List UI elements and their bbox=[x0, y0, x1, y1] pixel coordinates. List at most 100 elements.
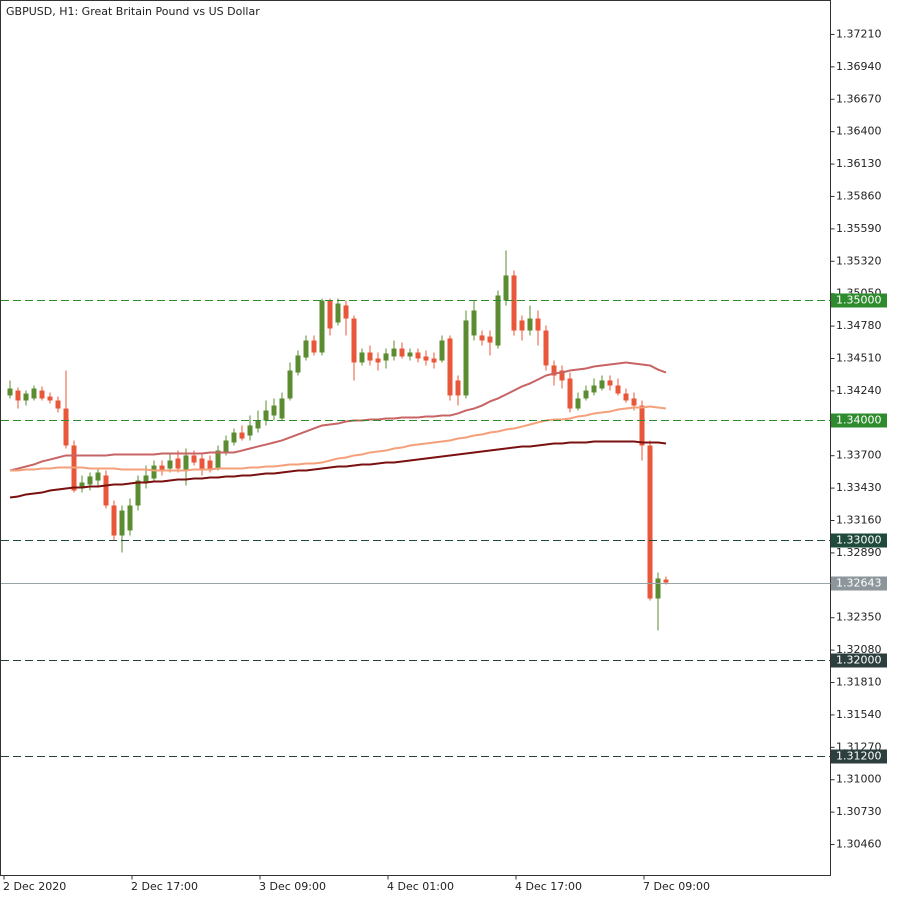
level-label: 1.33000 bbox=[836, 534, 882, 547]
candle-body bbox=[167, 460, 173, 469]
level-box bbox=[831, 533, 887, 548]
candle-body bbox=[527, 318, 533, 331]
candle-body bbox=[375, 358, 381, 363]
chart-title: GBPUSD, H1: Great Britain Pound vs US Do… bbox=[6, 5, 260, 18]
candle-body bbox=[87, 476, 93, 485]
y-tick-label: 1.34510 bbox=[836, 351, 882, 364]
y-tick-label: 1.31540 bbox=[836, 708, 882, 721]
y-tick-label: 1.32080 bbox=[836, 643, 882, 656]
y-tick-label: 1.32890 bbox=[836, 546, 882, 559]
moving-average bbox=[9, 440, 667, 499]
candle-body bbox=[495, 295, 501, 346]
y-tick-label: 1.35590 bbox=[836, 222, 882, 235]
candle-body bbox=[199, 458, 205, 471]
candle-body bbox=[423, 356, 429, 361]
candle-body bbox=[111, 505, 117, 536]
candle-body bbox=[455, 380, 461, 396]
candle-body bbox=[623, 393, 629, 401]
x-tick-label: 7 Dec 09:00 bbox=[643, 880, 710, 893]
candle-body bbox=[255, 420, 261, 429]
candle-body bbox=[287, 370, 293, 399]
level-label: 1.31200 bbox=[836, 750, 882, 763]
candle-body bbox=[119, 510, 125, 536]
candle-body bbox=[207, 460, 213, 471]
candle-body bbox=[95, 472, 101, 481]
candle-body bbox=[439, 340, 445, 361]
x-tick-label: 3 Dec 09:00 bbox=[259, 880, 326, 893]
candle-body bbox=[399, 348, 405, 357]
candle-body bbox=[63, 408, 69, 446]
candle-body bbox=[503, 275, 509, 301]
candle-body bbox=[543, 330, 549, 366]
y-tick-label: 1.37210 bbox=[836, 27, 882, 40]
candle-body bbox=[639, 405, 645, 446]
candle-body bbox=[151, 465, 157, 479]
y-tick-label: 1.30730 bbox=[836, 805, 882, 818]
candle-body bbox=[23, 393, 29, 401]
candle-body bbox=[55, 400, 61, 409]
candle-body bbox=[559, 370, 565, 381]
candle-body bbox=[279, 398, 285, 419]
candle-body bbox=[335, 303, 341, 323]
y-tick-label: 1.31810 bbox=[836, 676, 882, 689]
candle-body bbox=[223, 440, 229, 453]
level-label: 1.35000 bbox=[836, 294, 882, 307]
candle-body bbox=[295, 355, 301, 373]
candle-body bbox=[367, 352, 373, 361]
candle-body bbox=[239, 432, 245, 439]
candle-body bbox=[431, 358, 437, 363]
y-tick-label: 1.36940 bbox=[836, 60, 882, 73]
candle-body bbox=[271, 405, 277, 416]
candle-body bbox=[447, 338, 453, 396]
y-tick-label: 1.35860 bbox=[836, 189, 882, 202]
candle-body bbox=[647, 445, 653, 599]
candle-body bbox=[39, 390, 45, 399]
candle-body bbox=[79, 482, 85, 489]
level-box bbox=[831, 749, 887, 764]
candle-body bbox=[551, 365, 557, 376]
candle-body bbox=[351, 318, 357, 363]
y-tick-label: 1.33160 bbox=[836, 514, 882, 527]
candle-body bbox=[263, 410, 269, 421]
candle-body bbox=[359, 352, 365, 363]
moving-average bbox=[10, 405, 667, 472]
candle-body bbox=[159, 465, 165, 471]
y-tick-label: 1.35320 bbox=[836, 254, 882, 267]
y-tick-label: 1.33430 bbox=[836, 481, 882, 494]
candle-body bbox=[415, 352, 421, 359]
candle-body bbox=[343, 305, 349, 319]
candle-body bbox=[319, 300, 325, 353]
candle-body bbox=[607, 380, 613, 386]
candle-body bbox=[471, 310, 477, 336]
candle-body bbox=[463, 320, 469, 396]
candle-body bbox=[327, 300, 333, 329]
level-box bbox=[831, 413, 887, 428]
candle-body bbox=[303, 340, 309, 358]
candle-body bbox=[631, 398, 637, 406]
x-tick-label: 4 Dec 01:00 bbox=[387, 880, 454, 893]
y-tick-label: 1.36400 bbox=[836, 125, 882, 138]
x-tick-label: 4 Dec 17:00 bbox=[515, 880, 582, 893]
candle-body bbox=[31, 388, 37, 399]
current-price-label: 1.32643 bbox=[836, 577, 882, 590]
y-tick-label: 1.32350 bbox=[836, 611, 882, 624]
y-tick-label: 1.34780 bbox=[836, 319, 882, 332]
level-label: 1.32000 bbox=[836, 654, 882, 667]
candle-body bbox=[175, 458, 181, 469]
candle-body bbox=[479, 335, 485, 341]
x-tick-label: 2 Dec 2020 bbox=[3, 880, 66, 893]
level-box bbox=[831, 293, 887, 308]
candle-body bbox=[575, 398, 581, 409]
candle-body bbox=[247, 425, 253, 436]
candle-body bbox=[383, 353, 389, 361]
candle-body bbox=[615, 385, 621, 394]
candle-body bbox=[519, 320, 525, 331]
candle-body bbox=[391, 348, 397, 357]
y-tick-label: 1.34240 bbox=[836, 384, 882, 397]
y-tick-label: 1.31000 bbox=[836, 773, 882, 786]
candle-body bbox=[567, 378, 573, 409]
x-tick-label: 2 Dec 17:00 bbox=[131, 880, 198, 893]
candle-body bbox=[15, 390, 21, 401]
